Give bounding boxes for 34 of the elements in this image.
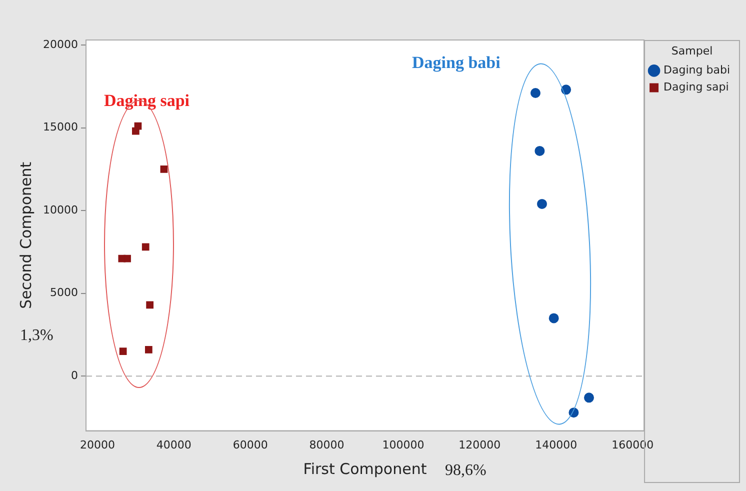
point [530,88,540,98]
point [534,146,545,156]
x-tick-label: 120000 [458,438,501,452]
point [142,243,150,251]
y-tick-label: 0 [70,369,78,382]
x-tick-label: 60000 [232,438,268,452]
point [119,348,127,355]
x-tick-label: 160000 [612,438,654,452]
point [536,198,547,209]
legend-label: Daging babi [664,64,730,77]
x-tick-label: 140000 [535,438,578,452]
text: 98,6% [445,462,486,480]
point [160,165,168,173]
legend-label: Daging sapi [664,80,729,94]
point [144,346,152,354]
point [124,254,131,262]
y-tick-label: 15000 [42,120,78,134]
point [146,301,154,309]
point [584,392,594,403]
y-axis-title: Second Component [16,162,35,309]
x-tick-label: 100000 [382,438,424,452]
annotation: Daging babi [412,53,500,73]
x-tick-label: 80000 [309,438,344,452]
text: 1,3% [20,327,54,345]
point [132,127,140,135]
x-tick-label: 40000 [156,438,192,452]
point [548,313,559,324]
y-tick-label: 5000 [50,286,78,300]
x-axis-title: First Component [303,460,427,478]
y-tick-label: 20000 [42,38,78,51]
y-tick-label: 10000 [42,203,78,216]
legend-title: Sampel [671,44,713,58]
x-tick-label: 20000 [80,438,115,452]
annotation: Daging sapi [104,91,190,111]
